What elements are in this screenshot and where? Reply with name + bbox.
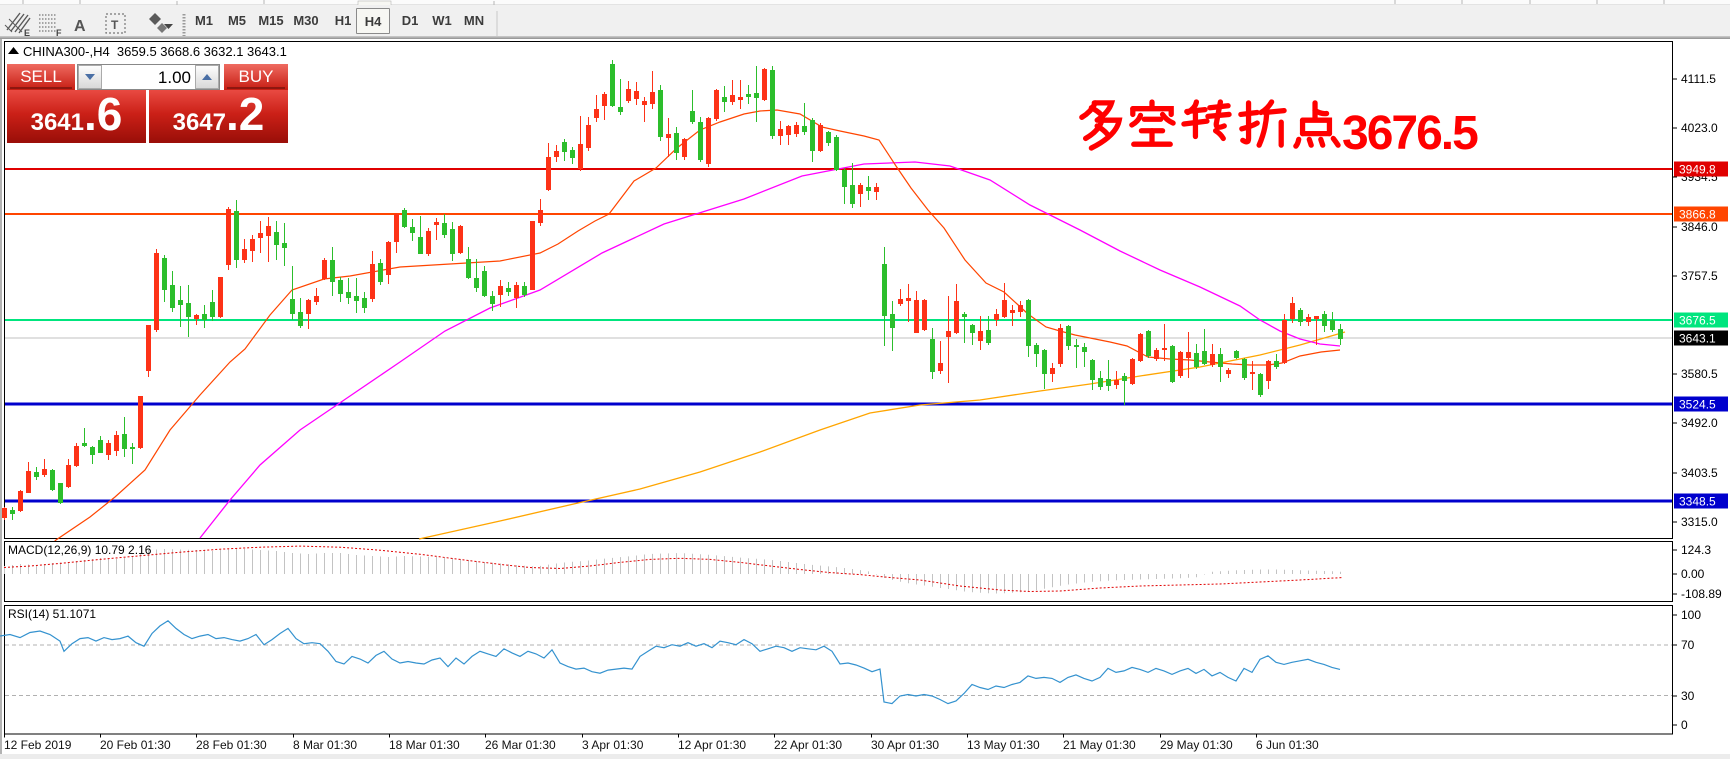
- svg-text:3757.5: 3757.5: [1681, 269, 1718, 283]
- svg-text:3403.5: 3403.5: [1681, 466, 1718, 480]
- svg-text:29 May 01:30: 29 May 01:30: [1160, 738, 1233, 752]
- svg-text:28 Feb 01:30: 28 Feb 01:30: [196, 738, 267, 752]
- svg-text:4111.5: 4111.5: [1681, 72, 1716, 86]
- svg-text:4023.0: 4023.0: [1681, 121, 1718, 135]
- svg-text:3866.8: 3866.8: [1679, 208, 1716, 222]
- svg-text:3846.0: 3846.0: [1681, 220, 1718, 234]
- svg-text:E: E: [24, 28, 30, 38]
- svg-text:-108.89: -108.89: [1681, 587, 1722, 601]
- svg-text:20 Feb 01:30: 20 Feb 01:30: [100, 738, 171, 752]
- svg-text:3949.8: 3949.8: [1679, 163, 1716, 177]
- svg-text:3524.5: 3524.5: [1679, 398, 1716, 412]
- svg-text:3348.5: 3348.5: [1679, 495, 1716, 509]
- svg-text:3643.1: 3643.1: [1679, 332, 1716, 346]
- svg-text:T: T: [111, 18, 119, 32]
- svg-text:30: 30: [1681, 689, 1695, 703]
- svg-text:3676.5: 3676.5: [1679, 314, 1716, 328]
- svg-text:8 Mar 01:30: 8 Mar 01:30: [293, 738, 357, 752]
- svg-text:3676.5: 3676.5: [1342, 107, 1478, 160]
- svg-text:6 Jun 01:30: 6 Jun 01:30: [1256, 738, 1319, 752]
- svg-text:13 May 01:30: 13 May 01:30: [967, 738, 1040, 752]
- svg-text:26 Mar 01:30: 26 Mar 01:30: [485, 738, 556, 752]
- svg-text:CHINA300-,H4 3659.5 3668.6 36: CHINA300-,H4 3659.5 3668.6 3632.1 3643.1: [23, 44, 287, 59]
- svg-text:3315.0: 3315.0: [1681, 515, 1718, 529]
- svg-text:21 May 01:30: 21 May 01:30: [1063, 738, 1136, 752]
- svg-text:124.3: 124.3: [1681, 543, 1711, 557]
- svg-text:RSI(14) 51.1071: RSI(14) 51.1071: [8, 607, 96, 621]
- svg-text:3580.5: 3580.5: [1681, 367, 1718, 381]
- svg-text:12 Feb 2019: 12 Feb 2019: [4, 738, 72, 752]
- svg-text:70: 70: [1681, 638, 1695, 652]
- svg-text:0.00: 0.00: [1681, 567, 1705, 581]
- svg-text:MACD(12,26,9) 10.79 2.16: MACD(12,26,9) 10.79 2.16: [8, 543, 152, 557]
- svg-text:22 Apr 01:30: 22 Apr 01:30: [774, 738, 842, 752]
- svg-text:30 Apr 01:30: 30 Apr 01:30: [871, 738, 939, 752]
- svg-text:18 Mar 01:30: 18 Mar 01:30: [389, 738, 460, 752]
- svg-text:F: F: [56, 28, 62, 38]
- svg-text:3492.0: 3492.0: [1681, 416, 1718, 430]
- svg-text:0: 0: [1681, 718, 1688, 732]
- svg-text:12 Apr 01:30: 12 Apr 01:30: [678, 738, 746, 752]
- svg-text:100: 100: [1681, 608, 1701, 622]
- svg-text:A: A: [74, 18, 86, 35]
- svg-text:3 Apr 01:30: 3 Apr 01:30: [582, 738, 644, 752]
